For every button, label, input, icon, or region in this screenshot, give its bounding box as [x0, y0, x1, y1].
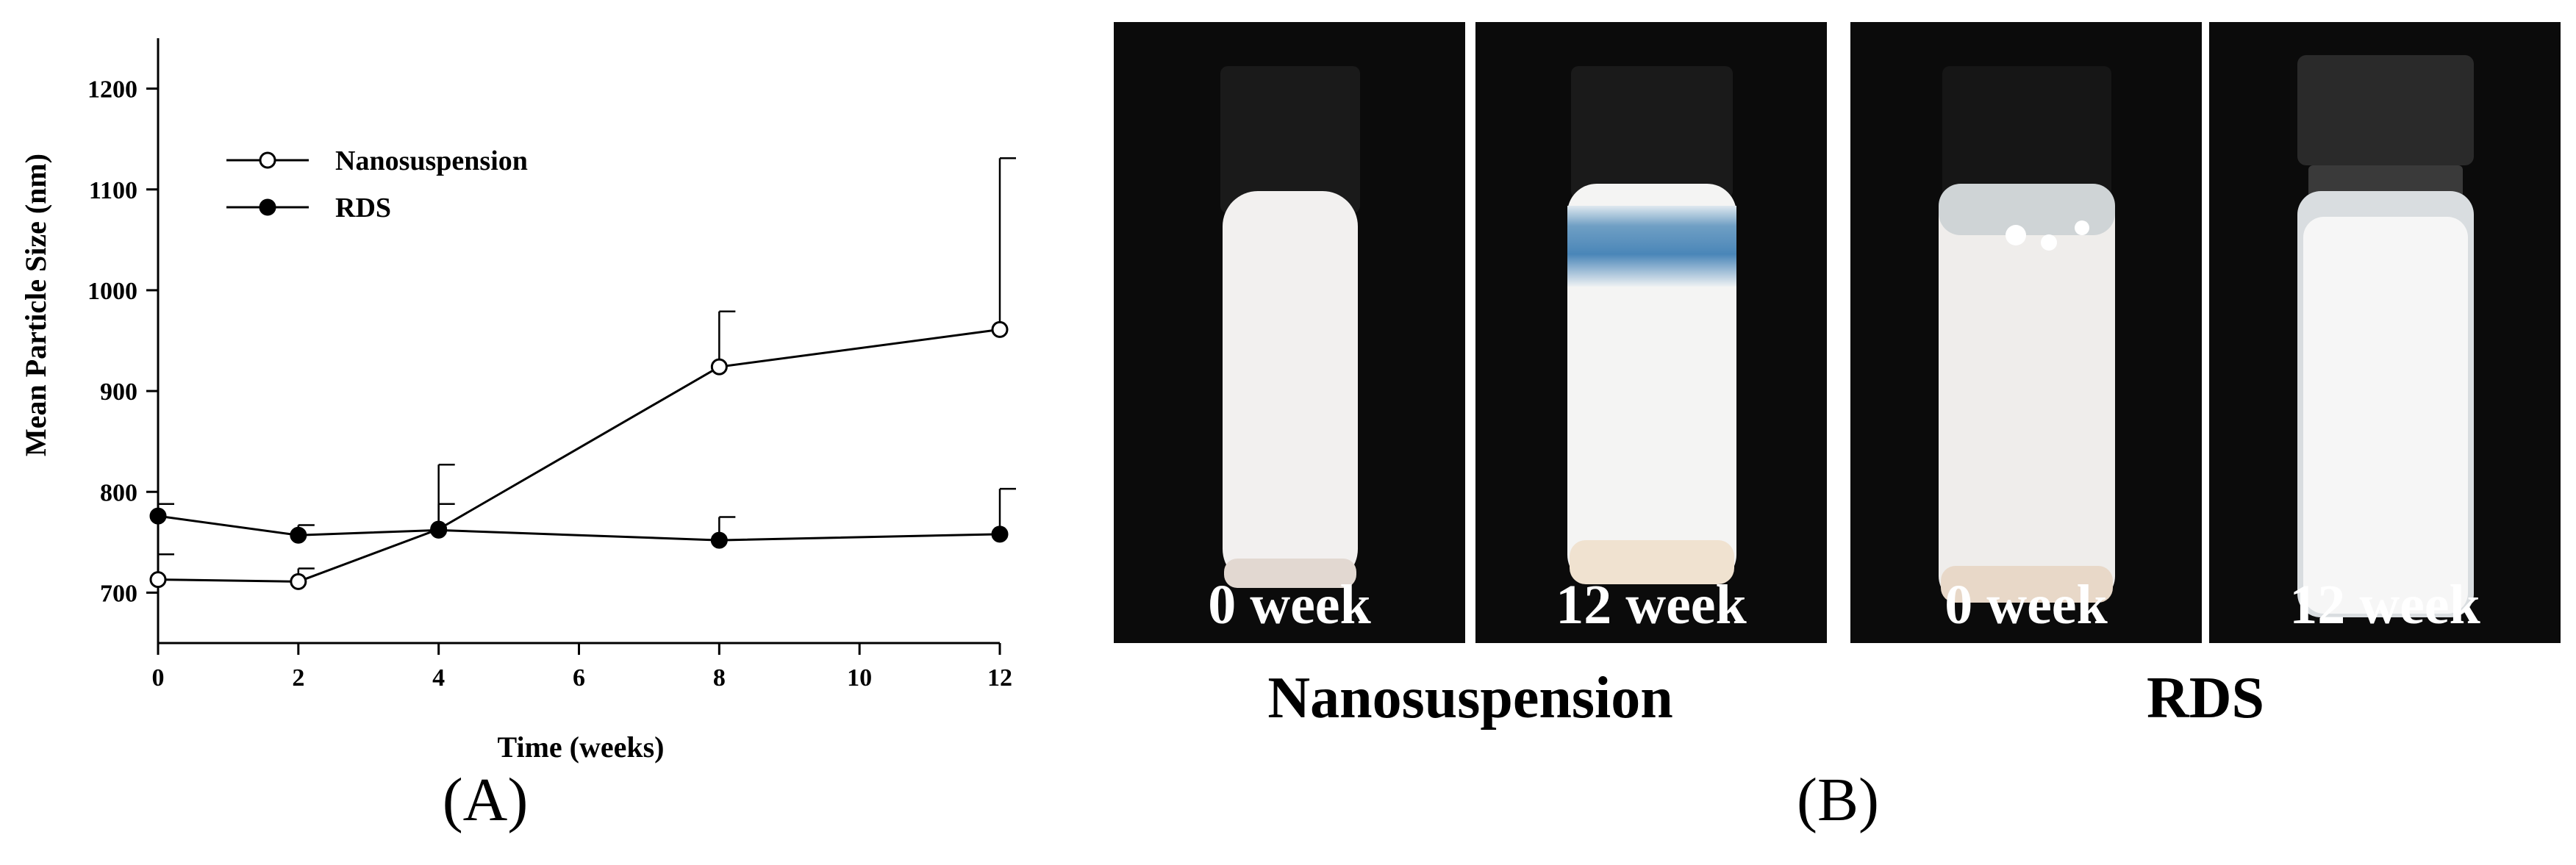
- panel-b-label: (B): [1797, 766, 1879, 834]
- x-tick-label: 10: [847, 664, 872, 692]
- x-tick-label: 2: [292, 664, 304, 692]
- y-tick-label: 1200: [87, 76, 137, 104]
- vial-photo-1: 0 week: [1114, 22, 1465, 643]
- legend: Nanosuspension RDS: [226, 146, 528, 223]
- vial-label: 12 week: [2289, 574, 2480, 636]
- data-point: [991, 525, 1009, 543]
- series-lines: [157, 328, 1001, 583]
- data-point: [710, 531, 728, 549]
- y-tick-label: 1000: [87, 278, 137, 305]
- x-tick-label: 12: [987, 664, 1012, 692]
- error-bars: [157, 157, 1016, 582]
- legend-marker: [259, 151, 276, 169]
- x-tick-label: 8: [713, 664, 726, 692]
- data-point: [710, 358, 728, 376]
- legend-entry: Nanosuspension: [335, 146, 528, 176]
- series-line-rds: [157, 514, 1001, 542]
- x-tick-label: 0: [152, 664, 165, 692]
- y-tick-label: 1100: [89, 177, 137, 204]
- x-tick-label: 6: [573, 664, 585, 692]
- x-tick-label: 4: [432, 664, 445, 692]
- vial-label: 0 week: [1944, 574, 2108, 636]
- chart-axes: 700 800 900 1000 1100 1200 0 2 4 6 8 10 12: [87, 38, 1012, 692]
- panel-a-label: (A): [442, 766, 529, 834]
- y-tick-label: 900: [100, 378, 137, 406]
- vial-photo-3: 0 week: [1850, 22, 2202, 643]
- vial-photo-4: 12 week: [2209, 22, 2561, 643]
- vial-label: 12 week: [1556, 574, 1747, 636]
- x-axis-label: Time (weeks): [498, 731, 665, 764]
- data-point: [290, 573, 307, 590]
- legend-entry: RDS: [335, 193, 391, 223]
- caption-nanosuspension: Nanosuspension: [1267, 666, 1673, 731]
- caption-rds: RDS: [2146, 666, 2265, 731]
- data-point: [991, 320, 1009, 338]
- data-point: [290, 526, 307, 544]
- y-axis-label: Mean Particle Size (nm): [19, 154, 52, 456]
- y-tick-label: 800: [100, 479, 137, 506]
- data-point: [149, 507, 167, 525]
- vial-label: 0 week: [1208, 574, 1371, 636]
- legend-marker: [259, 198, 276, 216]
- series-line-nanosuspension: [157, 328, 1001, 583]
- y-tick-label: 700: [100, 580, 137, 607]
- data-point: [430, 521, 448, 539]
- vial-photo-2: 12 week: [1475, 22, 1827, 643]
- data-point: [149, 571, 167, 589]
- data-points: [149, 320, 1009, 590]
